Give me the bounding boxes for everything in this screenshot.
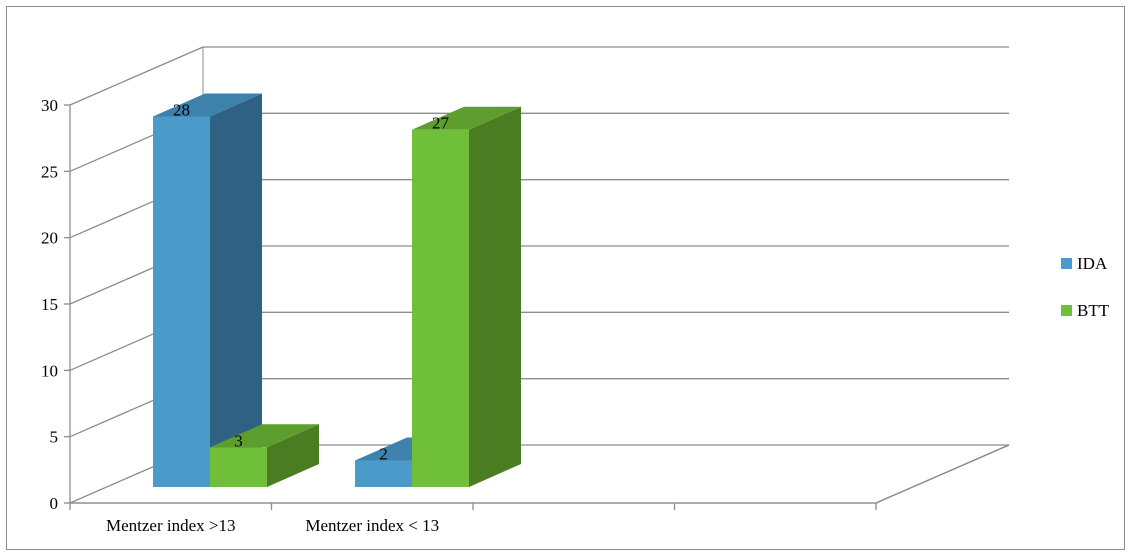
y-tick-label: 15 (41, 295, 58, 314)
bar-side-face (267, 424, 319, 487)
bar-front-face (210, 447, 267, 487)
floor-right-edge (875, 444, 1010, 504)
data-label: 2 (379, 445, 388, 464)
y-tick-label: 0 (50, 494, 59, 513)
bar-top-face (412, 106, 521, 130)
bar-btt-0 (210, 424, 319, 487)
legend-label-ida: IDA (1077, 254, 1108, 273)
data-label: 28 (173, 100, 190, 119)
y-axis-ticks: 0 5 10 15 20 25 30 (41, 96, 70, 513)
bar-btt-1 (412, 106, 521, 487)
bar-side-face (210, 93, 262, 487)
x-tick-label: Mentzer index >13 (106, 516, 236, 535)
legend-swatch-btt (1061, 305, 1072, 316)
bar-top-face (210, 424, 319, 448)
bar-top-face (153, 93, 262, 117)
data-label: 27 (432, 114, 450, 133)
bars: 28 3 2 27 (153, 93, 521, 487)
bar-front-face (412, 129, 469, 487)
bar-ida-0 (153, 93, 262, 487)
legend: IDA BTT (1061, 254, 1110, 320)
data-label: 3 (234, 431, 243, 450)
y-tick-label: 25 (41, 162, 58, 181)
x-tick-label: Mentzer index < 13 (305, 516, 439, 535)
y-tick-label: 5 (50, 428, 59, 447)
y-tick-label: 20 (41, 229, 58, 248)
legend-swatch-ida (1061, 258, 1072, 269)
bar-front-face (355, 460, 412, 487)
bar-front-face (153, 116, 210, 487)
y-tick-label: 30 (41, 96, 58, 115)
gridline-depth (69, 46, 204, 106)
y-tick-label: 10 (41, 361, 58, 380)
legend-label-btt: BTT (1077, 301, 1110, 320)
bar-side-face (469, 106, 521, 487)
x-axis: Mentzer index >13 Mentzer index < 13 (69, 502, 877, 535)
